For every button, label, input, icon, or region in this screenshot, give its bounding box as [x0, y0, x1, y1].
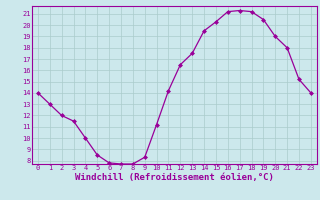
X-axis label: Windchill (Refroidissement éolien,°C): Windchill (Refroidissement éolien,°C) [75, 173, 274, 182]
